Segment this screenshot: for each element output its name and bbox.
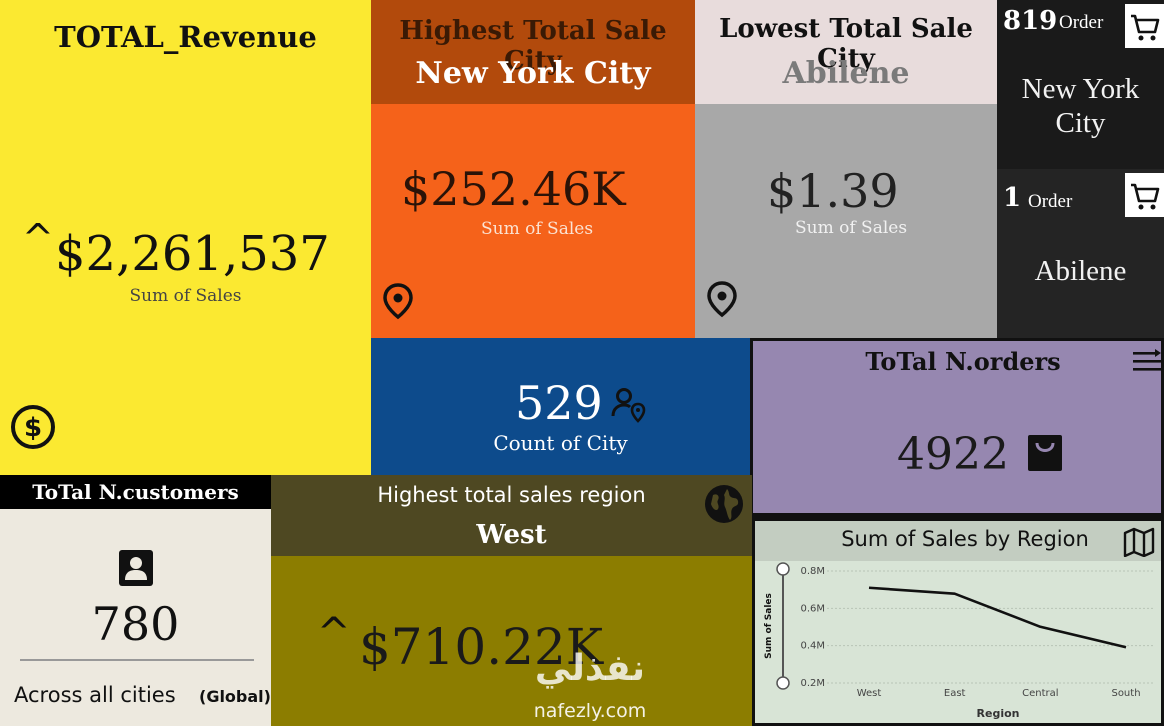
map-icon[interactable] (1123, 527, 1155, 557)
city-count-subtitle: Count of City (493, 431, 628, 455)
cart-icon (1125, 173, 1164, 217)
highest-city-card[interactable]: $252.46K Sum of Sales (371, 104, 695, 338)
chart-series (868, 586, 1127, 649)
orders-top-count: 819 (1003, 6, 1058, 36)
chart-y-tick-label: 0.8M (800, 566, 825, 577)
total-orders-card[interactable]: ToTal N.orders 4922 (750, 338, 1164, 516)
total-orders-title: ToTal N.orders (865, 347, 1061, 376)
map-pin-icon (707, 281, 737, 318)
chart-x-tick-label: Central (1022, 688, 1058, 699)
city-count-card[interactable]: 529 Count of City (371, 338, 750, 475)
orders-low-city: Abilene (1034, 255, 1127, 287)
chart-x-tick-label: West (857, 688, 882, 699)
region-caret: ^ (317, 610, 351, 656)
orders-top-city-line2: City (1055, 107, 1106, 139)
lowest-city-amount: $1.39 (767, 164, 899, 218)
highest-region-name: West (476, 520, 547, 550)
cart-icon (1125, 4, 1164, 48)
highest-city-amount: $252.46K (401, 162, 626, 216)
chart-y-tick-label: 0.4M (800, 641, 825, 652)
revenue-title: TOTAL_Revenue (54, 20, 317, 54)
chart-x-axis-label: Region (977, 707, 1020, 720)
lowest-city-header[interactable]: Lowest Total Sale City Abilene (695, 0, 997, 104)
total-customers-value: 780 (91, 597, 180, 651)
orders-low-count: 1 (1003, 183, 1022, 213)
total-revenue-card[interactable]: TOTAL_Revenue ^ $2,261,537 Sum of Sales … (0, 0, 371, 475)
dollar-icon: $ (11, 405, 55, 449)
orders-top-city-card[interactable]: 819 Order New York City (997, 0, 1164, 169)
highest-city-header[interactable]: Highest Total Sale City New York City (371, 0, 695, 104)
revenue-subtitle: Sum of Sales (129, 286, 242, 306)
revenue-caret: ^ (22, 216, 54, 260)
contact-icon (119, 550, 153, 586)
chart-series-line (868, 586, 1127, 649)
menu-icon[interactable] (1131, 347, 1163, 375)
chart-y-axis-label: Sum of Sales (764, 593, 774, 659)
orders-low-label: Order (1028, 191, 1073, 212)
chart-y-tick-label: 0.2M (800, 678, 825, 689)
chart-x-tick-label: East (944, 688, 966, 699)
lowest-city-subtitle: Sum of Sales (795, 218, 908, 238)
customers-note: Across all cities (14, 683, 176, 707)
orders-top-city-line1: New York (1021, 73, 1140, 105)
watermark-arabic: نفذلي (534, 648, 646, 689)
chart-slider-handle[interactable] (776, 676, 790, 690)
map-pin-icon (383, 283, 413, 320)
total-customers-card[interactable]: 780 Across all cities (Global) (0, 509, 271, 726)
lowest-city-card[interactable]: $1.39 Sum of Sales (695, 104, 997, 338)
chart-x-ticks: West East Central South (857, 688, 1141, 699)
chart-y-ticks: 0.2M 0.4M 0.6M 0.8M (800, 566, 825, 689)
lowest-city-label: Lowest Total Sale City (719, 14, 973, 74)
divider (20, 659, 254, 661)
lowest-city-name: Abilene (782, 56, 910, 91)
highest-region-value: $710.22K (359, 618, 604, 676)
globe-icon (705, 485, 743, 523)
highest-city-name: New York City (415, 56, 651, 91)
highest-region-card[interactable]: ^ $710.22K (271, 556, 752, 726)
chart-plot-area: 0.2M 0.4M 0.6M 0.8M West East Central South Su… (764, 562, 1153, 720)
orders-top-label: Order (1059, 12, 1104, 33)
chart-title: Sum of Sales by Region (841, 527, 1089, 551)
chart-x-tick-label: South (1111, 688, 1140, 699)
svg-text:$: $ (24, 413, 42, 443)
orders-low-city-card[interactable]: 1 Order Abilene (997, 169, 1164, 338)
highest-region-label: Highest total sales region (377, 483, 646, 507)
customers-note-suffix: (Global) (199, 687, 271, 706)
highest-region-header[interactable]: Highest total sales region West (271, 475, 752, 556)
city-count-value: 529 (515, 376, 603, 430)
total-orders-value: 4922 (897, 429, 1009, 480)
highest-city-subtitle: Sum of Sales (481, 219, 594, 239)
person-location-icon (611, 388, 646, 423)
chart-range-slider[interactable] (776, 562, 790, 690)
shopping-bag-icon (1028, 435, 1062, 471)
total-customers-title: ToTal N.customers (32, 480, 239, 504)
total-customers-header: ToTal N.customers (0, 475, 271, 509)
watermark: نفذلي nafezly.com (510, 648, 670, 726)
chart-header (755, 521, 1161, 561)
chart-slider-handle[interactable] (776, 562, 790, 576)
chart-y-tick-label: 0.6M (800, 603, 825, 614)
revenue-value: $2,261,537 (55, 226, 330, 282)
sales-by-region-chart[interactable]: Sum of Sales by Region 0.2M 0.4M 0.6M 0.8M … (752, 518, 1164, 726)
highest-city-label: Highest Total Sale City (399, 16, 667, 76)
watermark-text: nafezly.com (533, 700, 647, 722)
